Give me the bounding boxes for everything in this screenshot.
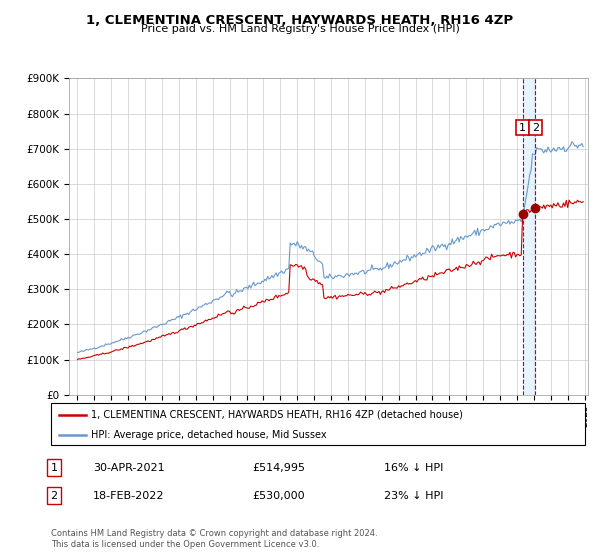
Text: 1, CLEMENTINA CRESCENT, HAYWARDS HEATH, RH16 4ZP (detached house): 1, CLEMENTINA CRESCENT, HAYWARDS HEATH, … xyxy=(91,409,463,419)
Text: 1, CLEMENTINA CRESCENT, HAYWARDS HEATH, RH16 4ZP: 1, CLEMENTINA CRESCENT, HAYWARDS HEATH, … xyxy=(86,14,514,27)
Bar xyxy=(523,78,535,395)
Text: 1: 1 xyxy=(50,463,58,473)
FancyBboxPatch shape xyxy=(51,403,585,445)
Text: 2: 2 xyxy=(50,491,58,501)
Text: 2: 2 xyxy=(532,123,539,133)
Text: 1: 1 xyxy=(519,123,526,133)
Text: £530,000: £530,000 xyxy=(252,491,305,501)
Text: 16% ↓ HPI: 16% ↓ HPI xyxy=(384,463,443,473)
Text: Price paid vs. HM Land Registry's House Price Index (HPI): Price paid vs. HM Land Registry's House … xyxy=(140,24,460,34)
Text: HPI: Average price, detached house, Mid Sussex: HPI: Average price, detached house, Mid … xyxy=(91,430,326,440)
Text: £514,995: £514,995 xyxy=(252,463,305,473)
Text: 23% ↓ HPI: 23% ↓ HPI xyxy=(384,491,443,501)
Text: 30-APR-2021: 30-APR-2021 xyxy=(93,463,164,473)
Text: Contains HM Land Registry data © Crown copyright and database right 2024.
This d: Contains HM Land Registry data © Crown c… xyxy=(51,529,377,549)
Text: 18-FEB-2022: 18-FEB-2022 xyxy=(93,491,164,501)
